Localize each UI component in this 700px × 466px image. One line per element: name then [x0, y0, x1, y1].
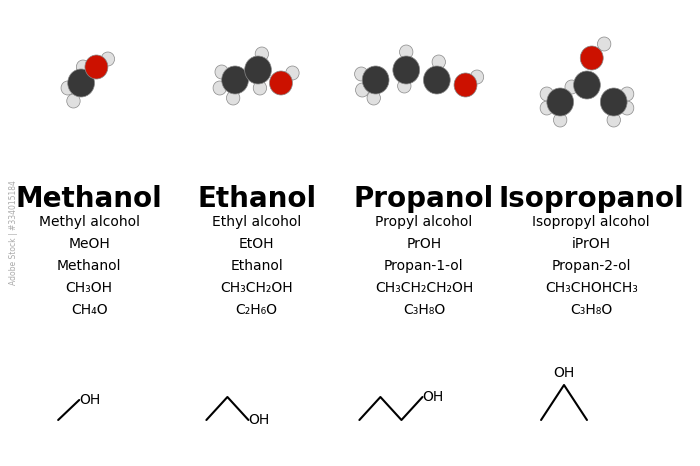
- Circle shape: [255, 47, 269, 61]
- Circle shape: [286, 66, 299, 80]
- Circle shape: [573, 71, 601, 99]
- Circle shape: [598, 37, 611, 51]
- Text: Propanol: Propanol: [354, 185, 494, 213]
- Text: iPrOH: iPrOH: [572, 237, 611, 251]
- Text: EtOH: EtOH: [239, 237, 274, 251]
- Circle shape: [270, 71, 293, 95]
- Text: Propyl alcohol: Propyl alcohol: [375, 215, 473, 229]
- Circle shape: [540, 101, 554, 115]
- Circle shape: [61, 81, 74, 95]
- Text: OH: OH: [79, 393, 100, 407]
- Circle shape: [367, 91, 380, 105]
- Text: CH₃OH: CH₃OH: [66, 281, 113, 295]
- Circle shape: [620, 101, 634, 115]
- Circle shape: [398, 79, 411, 93]
- Circle shape: [356, 83, 369, 97]
- Circle shape: [620, 87, 634, 101]
- Circle shape: [470, 70, 484, 84]
- Circle shape: [601, 88, 627, 116]
- Text: Isopropanol: Isopropanol: [498, 185, 684, 213]
- Circle shape: [362, 66, 389, 94]
- Text: OH: OH: [554, 366, 575, 380]
- Circle shape: [554, 113, 567, 127]
- Text: Ethanol: Ethanol: [197, 185, 316, 213]
- Circle shape: [393, 56, 419, 84]
- Circle shape: [400, 45, 413, 59]
- Text: C₃H₈O: C₃H₈O: [570, 303, 612, 317]
- Text: C₂H₆O: C₂H₆O: [236, 303, 278, 317]
- Circle shape: [454, 73, 477, 97]
- Circle shape: [432, 55, 445, 69]
- Circle shape: [102, 52, 115, 66]
- Text: Ethyl alcohol: Ethyl alcohol: [212, 215, 301, 229]
- Circle shape: [253, 81, 267, 95]
- Text: Isopropyl alcohol: Isopropyl alcohol: [533, 215, 650, 229]
- Text: Methanol: Methanol: [16, 185, 162, 213]
- Text: Propan-2-ol: Propan-2-ol: [552, 259, 631, 273]
- Circle shape: [227, 91, 240, 105]
- Text: Propan-1-ol: Propan-1-ol: [384, 259, 463, 273]
- Circle shape: [215, 65, 228, 79]
- Text: OH: OH: [423, 390, 444, 404]
- Text: CH₄O: CH₄O: [71, 303, 108, 317]
- Circle shape: [76, 60, 90, 74]
- Circle shape: [222, 66, 248, 94]
- Circle shape: [66, 94, 80, 108]
- Circle shape: [424, 66, 450, 94]
- Circle shape: [68, 69, 95, 97]
- Text: Methyl alcohol: Methyl alcohol: [38, 215, 140, 229]
- Circle shape: [85, 55, 108, 79]
- Circle shape: [565, 80, 578, 94]
- Text: CH₃CHOHCH₃: CH₃CHOHCH₃: [545, 281, 638, 295]
- Circle shape: [547, 88, 573, 116]
- Circle shape: [607, 113, 620, 127]
- Circle shape: [540, 87, 554, 101]
- Text: Methanol: Methanol: [57, 259, 122, 273]
- Text: Ethanol: Ethanol: [230, 259, 283, 273]
- Text: CH₃CH₂CH₂OH: CH₃CH₂CH₂OH: [374, 281, 473, 295]
- Text: C₃H₈O: C₃H₈O: [402, 303, 445, 317]
- Circle shape: [580, 46, 603, 70]
- Text: OH: OH: [248, 413, 270, 427]
- Circle shape: [355, 67, 368, 81]
- Text: Adobe Stock | #334015184: Adobe Stock | #334015184: [8, 180, 18, 286]
- Text: MeOH: MeOH: [69, 237, 110, 251]
- Text: CH₃CH₂OH: CH₃CH₂OH: [220, 281, 293, 295]
- Circle shape: [244, 56, 272, 84]
- Text: PrOH: PrOH: [407, 237, 442, 251]
- Circle shape: [213, 81, 227, 95]
